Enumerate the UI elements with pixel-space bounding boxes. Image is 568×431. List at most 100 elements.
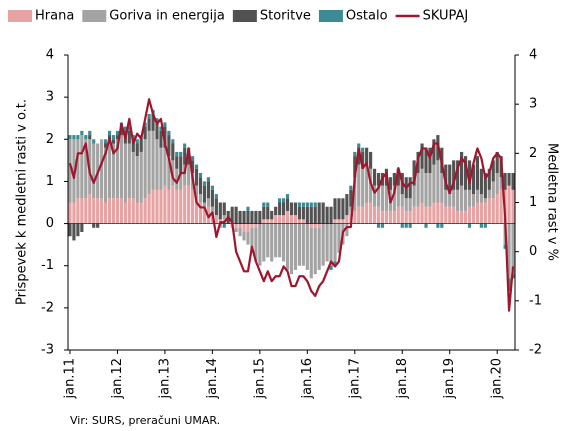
bar-segment bbox=[88, 135, 92, 140]
bar-segment bbox=[341, 219, 345, 224]
legend-label: Goriva in energija bbox=[109, 9, 225, 24]
bar-segment bbox=[147, 130, 151, 195]
bar-segment bbox=[376, 206, 381, 224]
bar-segment bbox=[293, 215, 298, 224]
bar-segment bbox=[460, 185, 464, 211]
bar-segment bbox=[198, 202, 203, 224]
x-tick-label: jan.11 bbox=[62, 358, 77, 400]
bar-segment bbox=[202, 181, 207, 186]
bar-segment bbox=[511, 173, 515, 190]
bar-segment bbox=[107, 198, 112, 224]
bar-segment bbox=[467, 160, 472, 190]
y-tick-label: 4 bbox=[46, 48, 54, 63]
bar-segment bbox=[135, 202, 139, 224]
bar-segment bbox=[92, 139, 96, 144]
bar-segment bbox=[210, 189, 214, 207]
bar-segment bbox=[143, 122, 147, 127]
bar-segment bbox=[84, 135, 88, 140]
bar-segment bbox=[183, 185, 187, 224]
bar-segment bbox=[432, 202, 436, 224]
bar-segment bbox=[139, 151, 143, 203]
source-note: Vir: SURS, preračuni UMAR. bbox=[70, 414, 220, 427]
bar-segment bbox=[198, 177, 203, 195]
bar-segment bbox=[384, 210, 389, 224]
bar-segment bbox=[278, 215, 282, 224]
bar-segment bbox=[309, 206, 313, 224]
bar-segment bbox=[452, 206, 456, 224]
bar-segment bbox=[88, 194, 92, 224]
bar-segment bbox=[345, 215, 349, 224]
bar-segment bbox=[100, 198, 104, 224]
bar-segment bbox=[503, 244, 507, 249]
bar-segment bbox=[194, 164, 199, 169]
bar-segment bbox=[175, 151, 179, 157]
bar-segment bbox=[285, 223, 290, 270]
bar-segment bbox=[321, 223, 325, 266]
bar-segment bbox=[246, 232, 250, 245]
bar-segment bbox=[317, 227, 321, 270]
legend-key bbox=[8, 10, 32, 22]
bar-segment bbox=[412, 206, 416, 224]
bar-segment bbox=[191, 156, 195, 161]
bar-segment bbox=[159, 126, 163, 131]
bar-segment bbox=[361, 168, 365, 207]
bar-segment bbox=[376, 185, 381, 207]
bar-segment bbox=[254, 223, 258, 228]
bar-segment bbox=[111, 198, 116, 224]
bar-segment bbox=[404, 210, 408, 224]
bar-segment bbox=[214, 198, 218, 216]
bar-segment bbox=[507, 223, 511, 279]
bar-segment bbox=[266, 202, 270, 207]
bar-segment bbox=[206, 181, 211, 199]
bar-segment bbox=[408, 210, 412, 224]
bar-segment bbox=[92, 198, 96, 224]
bar-segment bbox=[68, 202, 72, 224]
bar-segment bbox=[456, 189, 460, 211]
bar-segment bbox=[187, 185, 191, 224]
bar-segment bbox=[254, 210, 258, 224]
bar-segment bbox=[84, 198, 88, 224]
bar-segment bbox=[242, 210, 246, 224]
bar-segment bbox=[440, 173, 444, 203]
bar-segment bbox=[301, 206, 305, 220]
bar-segment bbox=[353, 210, 357, 224]
bar-segment bbox=[155, 189, 159, 224]
bar-segment bbox=[337, 223, 341, 254]
bar-segment bbox=[313, 227, 317, 275]
bar-segment bbox=[238, 227, 242, 237]
bar-segment bbox=[333, 219, 337, 224]
bar-segment bbox=[424, 173, 428, 207]
bar-segment bbox=[349, 189, 353, 207]
bar-segment bbox=[266, 206, 270, 220]
bar-segment bbox=[369, 151, 373, 169]
bar-segment bbox=[408, 198, 412, 211]
legend-label: Ostalo bbox=[346, 9, 388, 24]
bar-segment bbox=[282, 202, 286, 216]
bar-segment bbox=[420, 143, 424, 169]
bar-segment bbox=[404, 198, 408, 211]
bar-segment bbox=[155, 122, 159, 140]
bar-segment bbox=[420, 202, 424, 224]
bar-segment bbox=[297, 219, 301, 224]
bar-segment bbox=[365, 147, 369, 165]
bar-segment bbox=[72, 135, 76, 140]
bar-segment bbox=[471, 206, 476, 224]
bar-segment bbox=[278, 223, 282, 258]
bar-segment bbox=[103, 147, 108, 203]
bar-segment bbox=[175, 156, 179, 169]
bar-segment bbox=[357, 143, 361, 148]
bar-segment bbox=[242, 223, 246, 232]
bar-segment bbox=[278, 202, 282, 216]
bar-segment bbox=[400, 223, 404, 228]
bar-segment bbox=[183, 147, 187, 165]
bar-segment bbox=[159, 189, 163, 224]
bar-segment bbox=[103, 202, 108, 224]
bar-segment bbox=[392, 173, 396, 186]
bar-segment bbox=[246, 210, 250, 224]
bar-segment bbox=[448, 194, 452, 207]
bar-segment bbox=[325, 223, 329, 262]
bar-segment bbox=[274, 206, 278, 216]
bar-segment bbox=[107, 130, 112, 136]
y2-tick-label: 2 bbox=[529, 146, 537, 161]
bar-segment bbox=[159, 130, 163, 148]
